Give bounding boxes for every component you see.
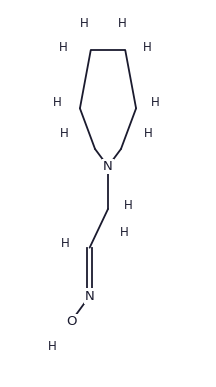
Text: N: N — [85, 289, 95, 303]
Text: H: H — [48, 340, 56, 353]
Text: H: H — [60, 127, 69, 140]
Text: O: O — [66, 315, 76, 328]
Text: H: H — [151, 96, 160, 109]
Text: N: N — [103, 160, 113, 173]
Text: H: H — [59, 41, 68, 54]
Text: H: H — [120, 226, 129, 240]
Text: H: H — [124, 199, 133, 212]
Text: H: H — [53, 96, 62, 109]
Text: H: H — [60, 237, 69, 250]
Text: H: H — [144, 127, 152, 140]
Text: H: H — [143, 41, 151, 54]
Text: H: H — [80, 17, 89, 30]
Text: H: H — [118, 17, 127, 30]
